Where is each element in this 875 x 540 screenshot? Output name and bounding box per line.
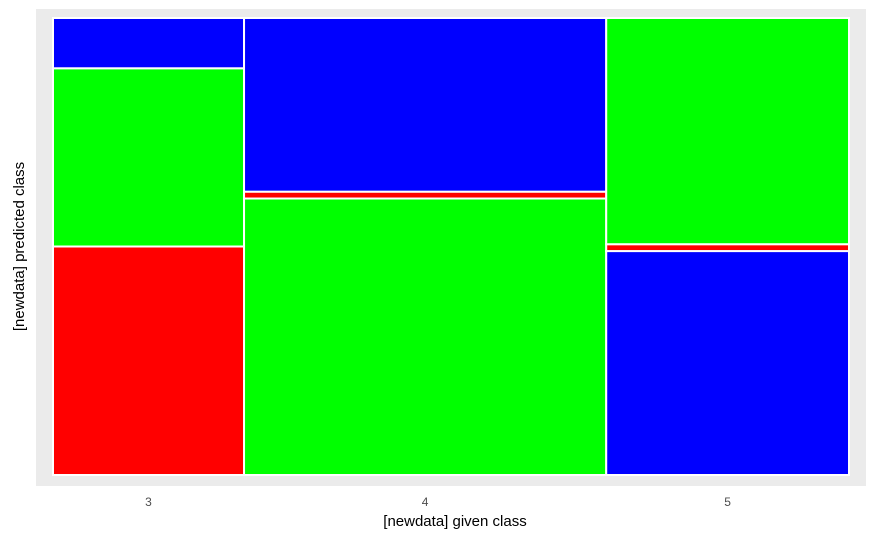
mosaic-tile-3-1: [52, 67, 246, 248]
x-tick-label-5: 5: [724, 495, 731, 509]
mosaic-tile-5-0: [605, 250, 850, 476]
x-tick-labels: 3 4 5: [145, 495, 731, 509]
x-axis-title: [newdata] given class: [383, 513, 526, 530]
y-axis-title: [newdata] predicted class: [11, 162, 28, 331]
mosaic-tile-3-2: [52, 17, 246, 70]
mosaic-tile-4-1: [243, 190, 608, 200]
mosaic-tile-4-0: [243, 197, 608, 476]
mosaic-tile-3-0: [52, 245, 246, 476]
mosaic-tile-4-2: [243, 17, 608, 193]
mosaic-tiles: [52, 17, 850, 476]
mosaic-tile-5-1: [605, 243, 850, 253]
x-tick-label-3: 3: [145, 495, 152, 509]
x-tick-label-4: 4: [422, 495, 429, 509]
mosaic-tile-5-2: [605, 17, 850, 246]
